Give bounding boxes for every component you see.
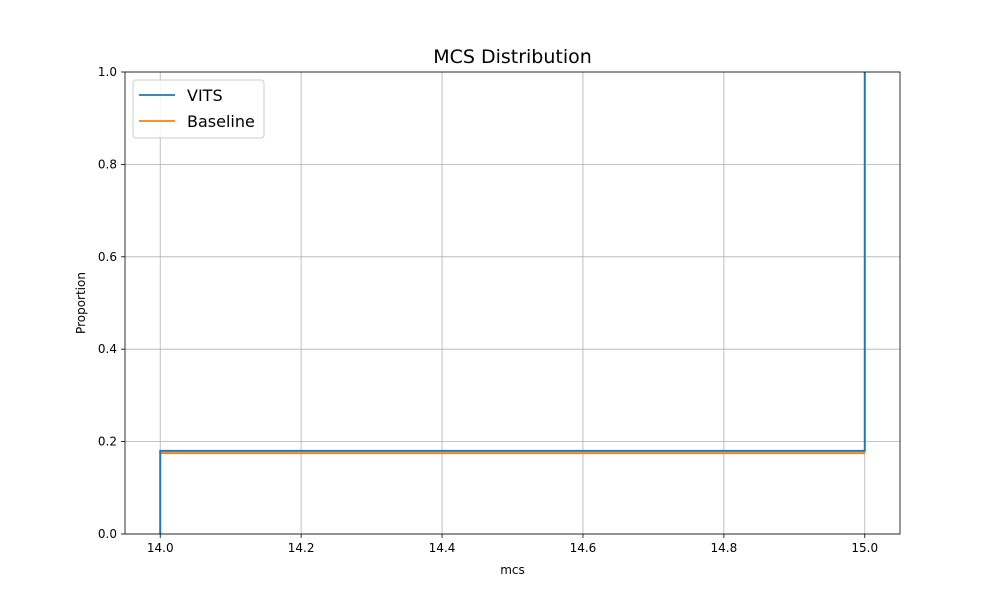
y-tick-label: 0.4	[98, 342, 117, 356]
y-tick-label: 0.8	[98, 157, 117, 171]
y-tick-label: 0.2	[98, 435, 117, 449]
chart-title: MCS Distribution	[433, 46, 592, 68]
series-line-vits	[159, 72, 866, 534]
plot-area	[125, 72, 900, 534]
x-tick-label: 14.4	[429, 541, 456, 555]
x-tick-label: 14.0	[147, 541, 174, 555]
y-tick-label: 0.6	[98, 250, 117, 264]
y-axis-ticks: 0.0 0.2 0.4 0.6 0.8 1.0	[98, 65, 125, 541]
plot-frame	[124, 71, 901, 535]
y-tick-label: 0.0	[98, 527, 117, 541]
series-lines	[159, 72, 866, 534]
legend-label-baseline: Baseline	[187, 112, 255, 131]
y-tick-label: 1.0	[98, 65, 117, 79]
x-tick-label: 14.8	[711, 541, 738, 555]
y-axis-label: Proportion	[74, 272, 88, 334]
x-tick-label: 14.2	[288, 541, 315, 555]
legend-label-vits: VITS	[187, 86, 223, 105]
x-tick-label: 14.6	[570, 541, 597, 555]
x-tick-label: 15.0	[851, 541, 878, 555]
legend: VITS Baseline	[132, 79, 265, 139]
x-axis-ticks: 14.0 14.2 14.4 14.6 14.8 15.0	[147, 534, 878, 555]
x-axis-label: mcs	[500, 563, 525, 577]
